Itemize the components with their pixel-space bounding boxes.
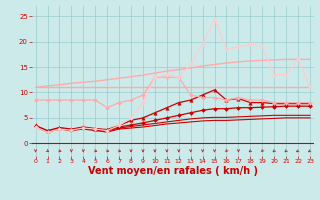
X-axis label: Vent moyen/en rafales ( km/h ): Vent moyen/en rafales ( km/h ) [88,166,258,176]
